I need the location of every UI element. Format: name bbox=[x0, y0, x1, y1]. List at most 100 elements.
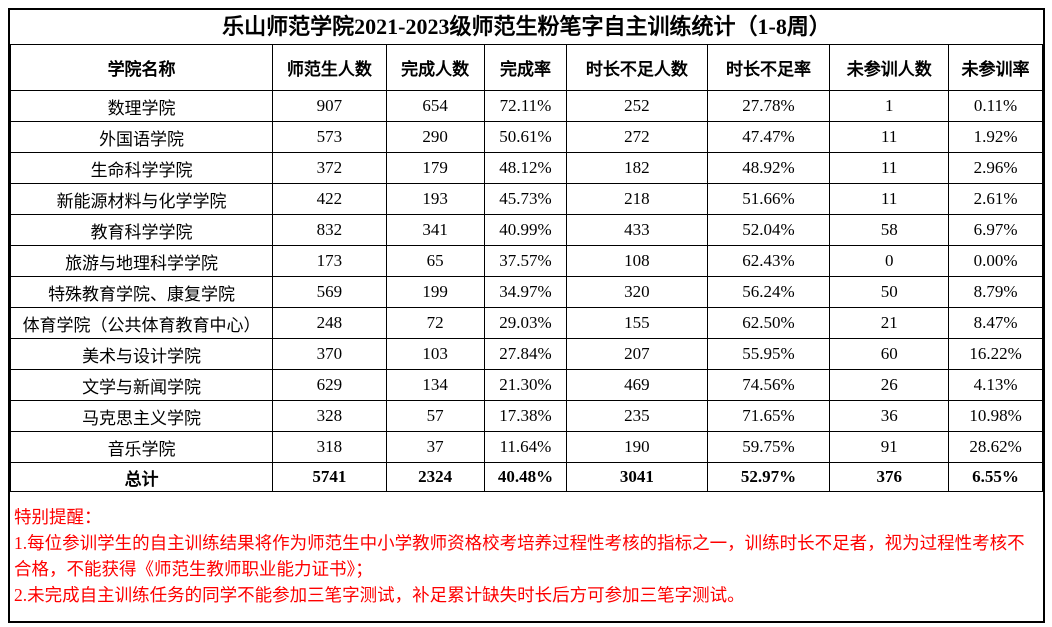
column-header-not-participated-rate: 未参训率 bbox=[948, 44, 1043, 91]
value-cell: 11 bbox=[829, 121, 950, 153]
value-cell: 8.47% bbox=[948, 307, 1043, 339]
value-cell: 28.62% bbox=[948, 431, 1043, 463]
value-cell: 328 bbox=[272, 400, 387, 432]
table-row: 美术与设计学院 370 103 27.84% 207 55.95% 60 16.22% bbox=[9, 338, 1043, 370]
value-cell: 4.13% bbox=[948, 369, 1043, 401]
note-item-1: 1.每位参训学生的自主训练结果将作为师范生中小学教师资格校考培养过程性考核的指标… bbox=[14, 533, 1025, 579]
value-cell: 832 bbox=[272, 214, 387, 246]
notes-section: 特别提醒： 1.每位参训学生的自主训练结果将作为师范生中小学教师资格校考培养过程… bbox=[10, 492, 1043, 608]
value-cell: 21 bbox=[829, 307, 950, 339]
value-cell: 72.11% bbox=[483, 90, 568, 122]
college-name-cell: 外国语学院 bbox=[9, 121, 274, 153]
college-name-cell: 马克思主义学院 bbox=[9, 400, 274, 432]
value-cell: 907 bbox=[272, 90, 387, 122]
header-row: 学院名称 师范生人数 完成人数 完成率 时长不足人数 时长不足率 未参训人数 未… bbox=[9, 44, 1043, 91]
column-header-student-count: 师范生人数 bbox=[272, 44, 387, 91]
value-cell: 569 bbox=[272, 276, 387, 308]
value-cell: 629 bbox=[272, 369, 387, 401]
value-cell: 182 bbox=[566, 152, 708, 184]
table-body: 数理学院 907 654 72.11% 252 27.78% 1 0.11% 外国语学院 573 2… bbox=[9, 90, 1043, 492]
value-cell: 108 bbox=[566, 245, 708, 277]
value-cell: 57 bbox=[385, 400, 485, 432]
column-header-not-participated-count: 未参训人数 bbox=[829, 44, 950, 91]
value-cell: 2324 bbox=[385, 462, 485, 492]
value-cell: 248 bbox=[272, 307, 387, 339]
value-cell: 422 bbox=[272, 183, 387, 215]
column-header-completed-count: 完成人数 bbox=[385, 44, 485, 91]
value-cell: 26 bbox=[829, 369, 950, 401]
value-cell: 72 bbox=[385, 307, 485, 339]
notes-heading: 特别提醒： bbox=[14, 507, 102, 527]
value-cell: 654 bbox=[385, 90, 485, 122]
value-cell: 62.50% bbox=[706, 307, 831, 339]
value-cell: 5741 bbox=[272, 462, 387, 492]
value-cell: 11 bbox=[829, 183, 950, 215]
value-cell: 10.98% bbox=[948, 400, 1043, 432]
value-cell: 37 bbox=[385, 431, 485, 463]
value-cell: 341 bbox=[385, 214, 485, 246]
value-cell: 50.61% bbox=[483, 121, 568, 153]
college-name-cell: 数理学院 bbox=[9, 90, 274, 122]
value-cell: 290 bbox=[385, 121, 485, 153]
value-cell: 59.75% bbox=[706, 431, 831, 463]
training-statistics-table: 学院名称 师范生人数 完成人数 完成率 时长不足人数 时长不足率 未参训人数 未… bbox=[9, 44, 1043, 492]
value-cell: 2.96% bbox=[948, 152, 1043, 184]
value-cell: 60 bbox=[829, 338, 950, 370]
value-cell: 65 bbox=[385, 245, 485, 277]
statistics-sheet: 乐山师范学院2021-2023级师范生粉笔字自主训练统计（1-8周） 学院名称 … bbox=[8, 8, 1045, 623]
value-cell: 27.78% bbox=[706, 90, 831, 122]
table-row: 文学与新闻学院 629 134 21.30% 469 74.56% 26 4.13% bbox=[9, 369, 1043, 401]
value-cell: 62.43% bbox=[706, 245, 831, 277]
college-name-cell: 体育学院（公共体育教育中心） bbox=[9, 307, 274, 339]
college-name-cell: 总计 bbox=[9, 462, 274, 492]
table-row: 特殊教育学院、康复学院 569 199 34.97% 320 56.24% 50 8.79% bbox=[9, 276, 1043, 308]
value-cell: 55.95% bbox=[706, 338, 831, 370]
value-cell: 34.97% bbox=[483, 276, 568, 308]
value-cell: 218 bbox=[566, 183, 708, 215]
value-cell: 469 bbox=[566, 369, 708, 401]
column-header-college-name: 学院名称 bbox=[9, 44, 274, 91]
page-title: 乐山师范学院2021-2023级师范生粉笔字自主训练统计（1-8周） bbox=[222, 14, 831, 39]
college-name-cell: 生命科学学院 bbox=[9, 152, 274, 184]
value-cell: 0 bbox=[829, 245, 950, 277]
value-cell: 193 bbox=[385, 183, 485, 215]
value-cell: 573 bbox=[272, 121, 387, 153]
value-cell: 2.61% bbox=[948, 183, 1043, 215]
table-row: 音乐学院 318 37 11.64% 190 59.75% 91 28.62% bbox=[9, 431, 1043, 463]
value-cell: 52.97% bbox=[706, 462, 831, 492]
value-cell: 29.03% bbox=[483, 307, 568, 339]
value-cell: 56.24% bbox=[706, 276, 831, 308]
table-row: 教育科学学院 832 341 40.99% 433 52.04% 58 6.97% bbox=[9, 214, 1043, 246]
value-cell: 21.30% bbox=[483, 369, 568, 401]
college-name-cell: 特殊教育学院、康复学院 bbox=[9, 276, 274, 308]
value-cell: 1.92% bbox=[948, 121, 1043, 153]
value-cell: 0.00% bbox=[948, 245, 1043, 277]
value-cell: 376 bbox=[829, 462, 950, 492]
value-cell: 16.22% bbox=[948, 338, 1043, 370]
value-cell: 3041 bbox=[566, 462, 708, 492]
table-row: 新能源材料与化学学院 422 193 45.73% 218 51.66% 11 2.61% bbox=[9, 183, 1043, 215]
college-name-cell: 教育科学学院 bbox=[9, 214, 274, 246]
table-header: 学院名称 师范生人数 完成人数 完成率 时长不足人数 时长不足率 未参训人数 未… bbox=[9, 44, 1043, 91]
value-cell: 71.65% bbox=[706, 400, 831, 432]
college-name-cell: 文学与新闻学院 bbox=[9, 369, 274, 401]
value-cell: 134 bbox=[385, 369, 485, 401]
value-cell: 48.12% bbox=[483, 152, 568, 184]
note-item-2: 2.未完成自主训练任务的同学不能参加三笔字测试，补足累计缺失时长后方可参加三笔字… bbox=[14, 585, 745, 605]
value-cell: 51.66% bbox=[706, 183, 831, 215]
value-cell: 207 bbox=[566, 338, 708, 370]
value-cell: 8.79% bbox=[948, 276, 1043, 308]
table-row: 体育学院（公共体育教育中心） 248 72 29.03% 155 62.50% 21 8.47… bbox=[9, 307, 1043, 339]
table-row: 马克思主义学院 328 57 17.38% 235 71.65% 36 10.98% bbox=[9, 400, 1043, 432]
college-name-cell: 美术与设计学院 bbox=[9, 338, 274, 370]
value-cell: 173 bbox=[272, 245, 387, 277]
value-cell: 45.73% bbox=[483, 183, 568, 215]
column-header-completion-rate: 完成率 bbox=[483, 44, 568, 91]
value-cell: 252 bbox=[566, 90, 708, 122]
value-cell: 370 bbox=[272, 338, 387, 370]
value-cell: 47.47% bbox=[706, 121, 831, 153]
value-cell: 190 bbox=[566, 431, 708, 463]
table-row: 数理学院 907 654 72.11% 252 27.78% 1 0.11% bbox=[9, 90, 1043, 122]
column-header-insufficient-time-rate: 时长不足率 bbox=[706, 44, 831, 91]
value-cell: 179 bbox=[385, 152, 485, 184]
